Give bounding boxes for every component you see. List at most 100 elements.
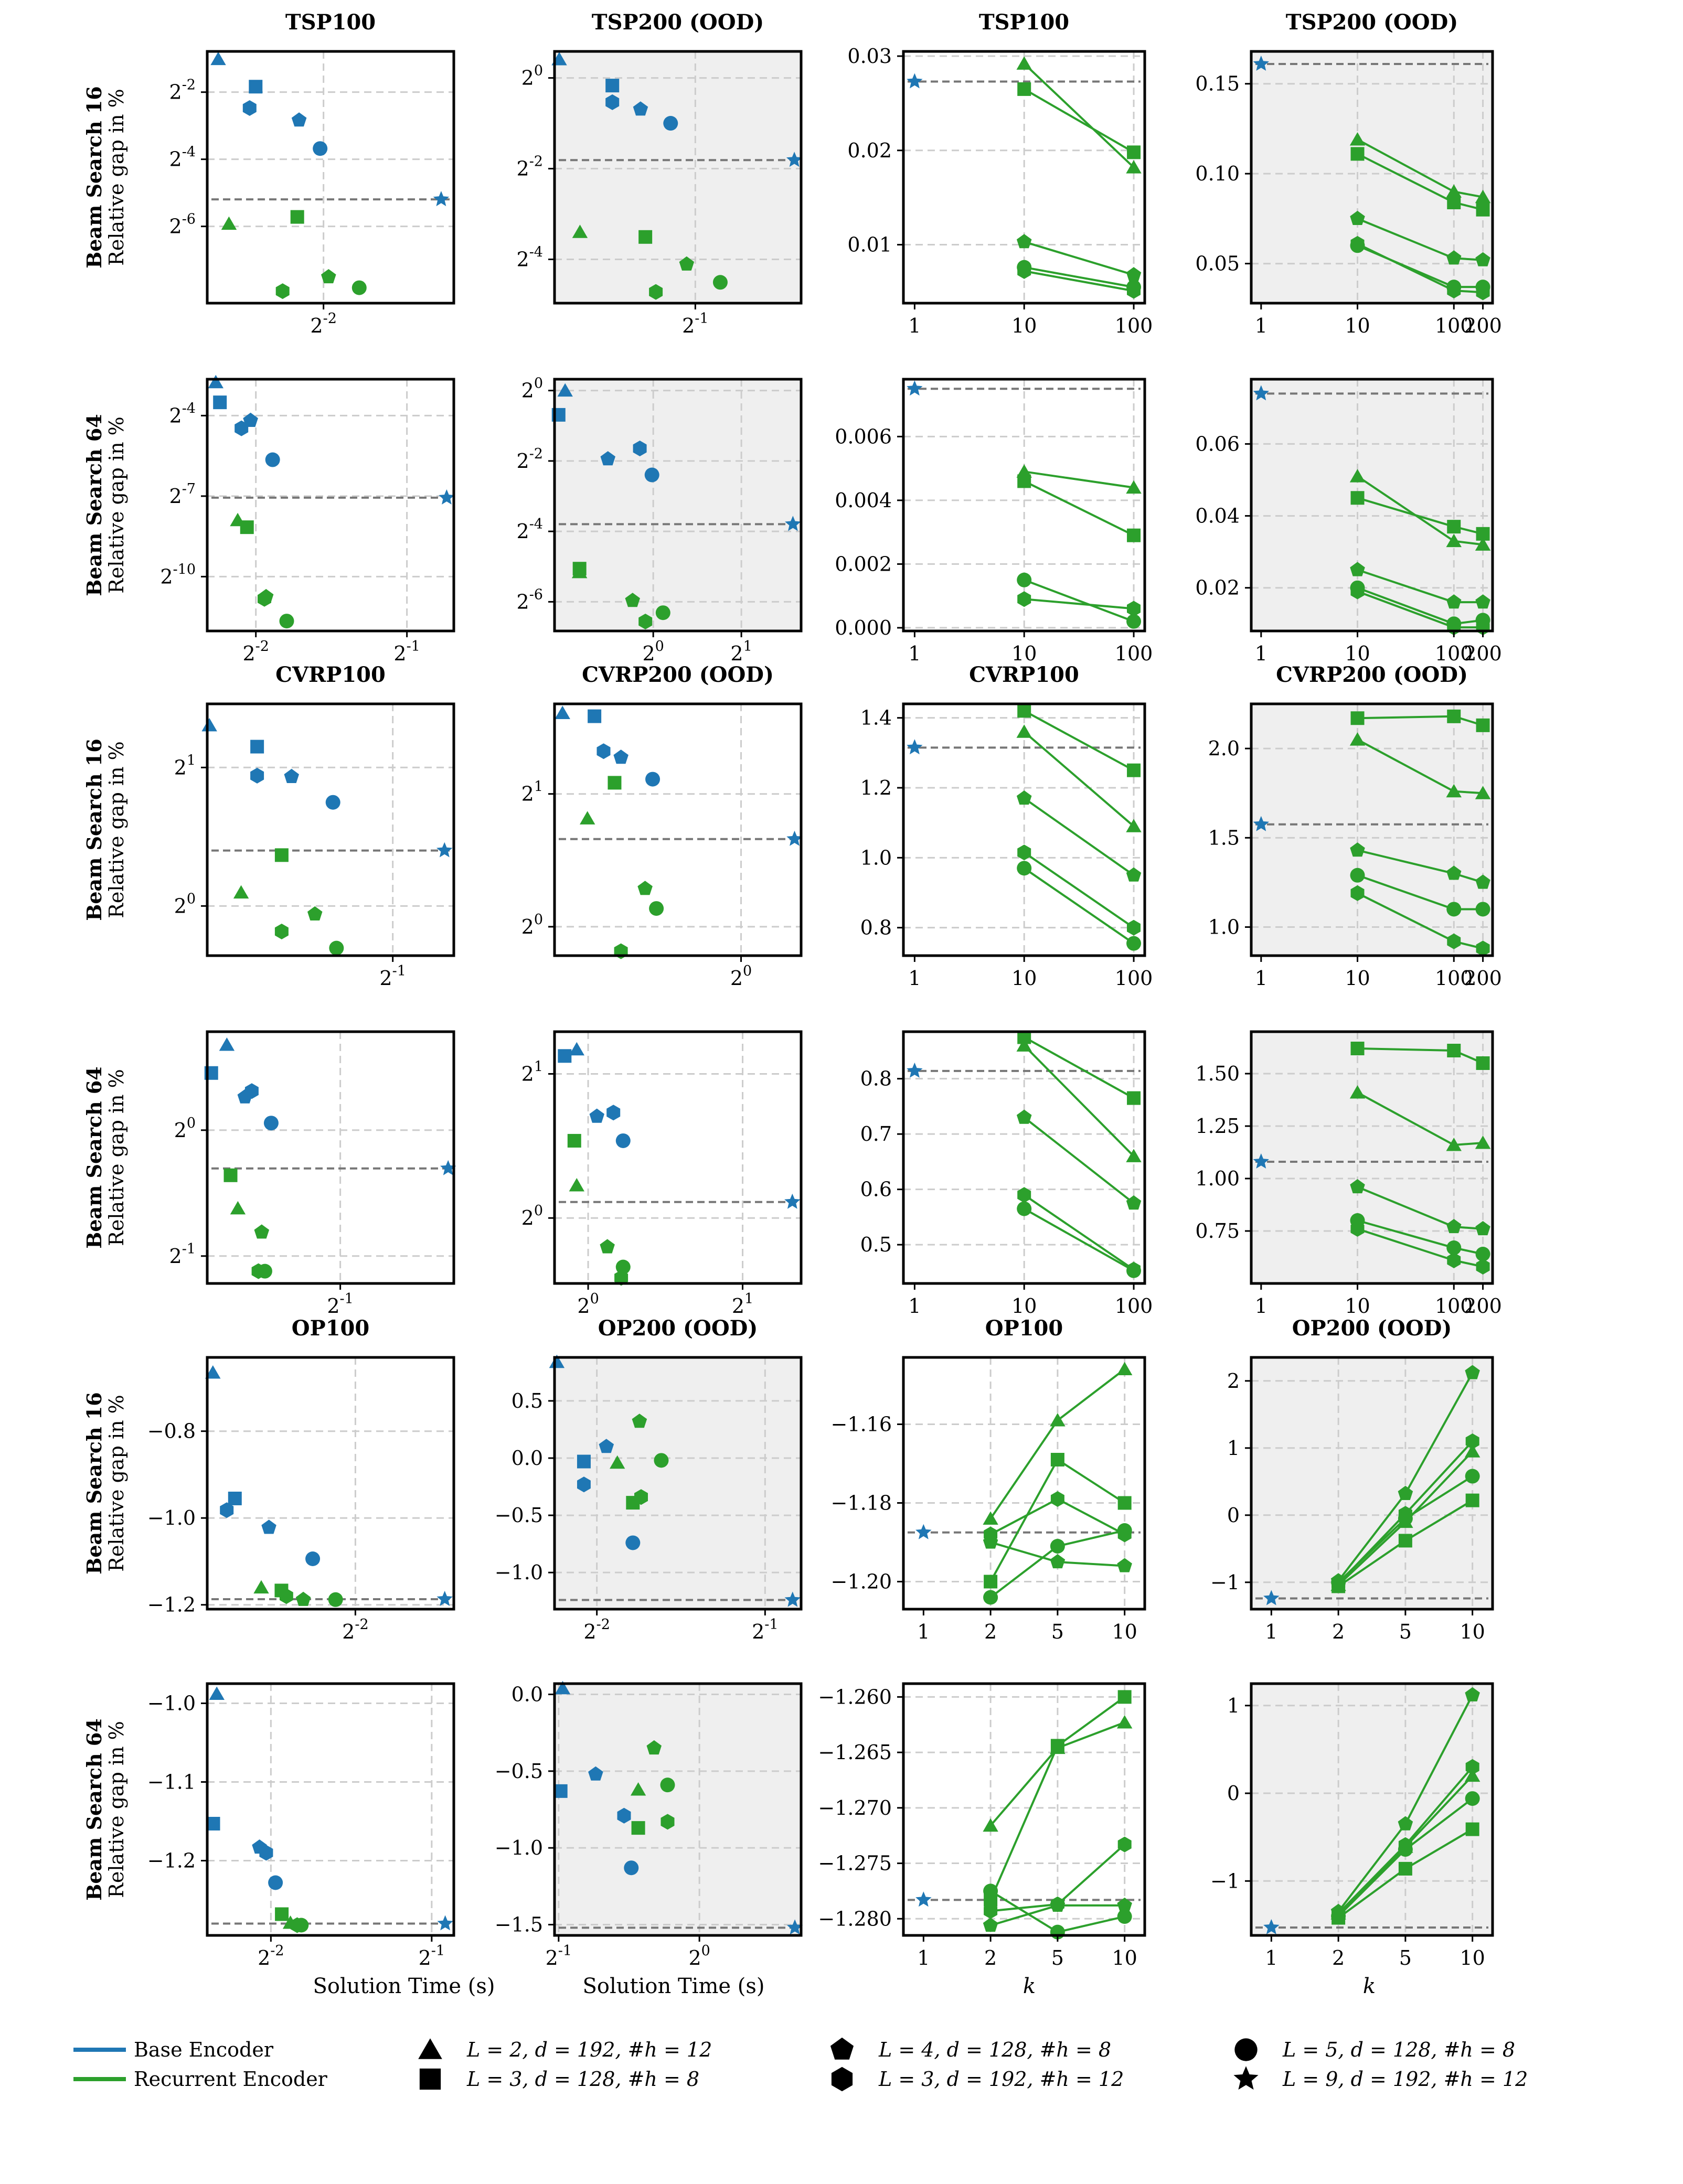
panel-19: 1 2 5 10 −1.16 −1.18 −1.20 OP100 <box>831 1316 1146 1643</box>
data-point-hexagon <box>1465 1433 1479 1449</box>
panel-11: 1 10 100 0.8 1.0 1.2 1.4 CVRP100 <box>860 662 1153 990</box>
data-point-base-circle <box>663 116 678 131</box>
data-point-square <box>1050 1739 1064 1753</box>
y-tick-label: 0.15 <box>1195 72 1240 95</box>
data-point-triangle <box>1126 1149 1142 1162</box>
panel-22: 2-1 20 0.0 −0.5 −1.0 −1.5 <box>495 1680 803 1969</box>
y-tick-label: 1.5 <box>1208 826 1240 849</box>
x-tick-label: 20 <box>642 638 664 665</box>
y-tick-label: 21 <box>521 779 543 806</box>
series-line-square <box>1024 480 1134 537</box>
data-point-recurrent-triangle <box>221 216 237 230</box>
data-point-base-hexagon <box>577 1476 591 1493</box>
data-point-base-pentagon <box>633 101 648 116</box>
x-tick-label: 1 <box>1255 314 1267 337</box>
data-point-circle <box>1117 1909 1132 1924</box>
axes-frame <box>206 702 455 957</box>
axes-frame <box>553 702 803 957</box>
x-tick-label: 2-2 <box>342 1616 369 1643</box>
data-point-base-square <box>249 80 263 94</box>
reference-star-marker <box>907 1062 923 1078</box>
data-point-triangle <box>1349 732 1366 746</box>
data-point-pentagon <box>1475 594 1490 609</box>
reference-star-marker <box>907 739 923 755</box>
data-point-base-triangle <box>208 374 223 389</box>
reference-star-marker <box>785 516 801 531</box>
y-tick-label: −1.16 <box>831 1413 892 1436</box>
y-tick-label: 21 <box>174 752 196 779</box>
data-point-recurrent-circle <box>615 1259 631 1275</box>
y-tick-label: 1.0 <box>1208 916 1240 939</box>
data-point-square <box>1350 1042 1365 1055</box>
panel-6: 20 21 20 2-2 2-4 2-6 <box>517 376 803 665</box>
reference-star-marker <box>1253 56 1269 71</box>
y-tick-label: −1.5 <box>495 1913 543 1936</box>
data-point-hexagon <box>1465 1759 1479 1775</box>
row-label-ylabel: Relative gap in % <box>105 89 128 266</box>
reference-star-marker <box>915 1524 932 1539</box>
data-point-recurrent-pentagon <box>307 906 323 920</box>
data-point-square <box>1465 1822 1479 1836</box>
y-tick-label: 2-4 <box>169 144 196 171</box>
series-line-square <box>1024 1036 1134 1099</box>
panel-title: OP200 (OOD) <box>598 1316 758 1341</box>
legend-marker-square <box>419 2068 441 2090</box>
data-point-hexagon <box>1017 591 1031 607</box>
data-point-hexagon <box>1127 919 1141 936</box>
plot-area <box>555 51 801 303</box>
x-tick-label: 2-1 <box>327 1291 354 1318</box>
data-point-pentagon <box>1446 1219 1462 1234</box>
x-tick-label: 2 <box>984 1946 997 1969</box>
data-point-triangle <box>1349 1085 1366 1099</box>
data-point-base-square <box>228 1491 242 1505</box>
x-tick-label: 5 <box>1399 1620 1412 1643</box>
x-tick-label: 200 <box>1464 967 1502 990</box>
panel-14: 20 21 21 20 <box>521 1030 803 1318</box>
y-tick-label: −1.0 <box>147 1506 196 1529</box>
plot-area <box>903 1357 1145 1609</box>
data-point-recurrent-square <box>638 230 653 244</box>
data-point-recurrent-triangle <box>610 1455 625 1469</box>
data-point-base-triangle <box>219 1037 235 1051</box>
y-tick-label: −0.5 <box>495 1504 543 1527</box>
data-point-base-triangle <box>555 705 570 719</box>
series-line-hexagon <box>1024 851 1135 929</box>
y-tick-label: −1.0 <box>495 1836 543 1859</box>
x-tick-label: 10 <box>1112 1946 1137 1969</box>
data-point-pentagon <box>1016 790 1032 805</box>
panel-5: 2-2 2-1 2-4 2-7 2-10 <box>160 374 455 665</box>
y-tick-label: −1.280 <box>818 1907 892 1930</box>
data-point-recurrent-circle <box>712 275 728 290</box>
data-point-pentagon <box>1050 1897 1066 1912</box>
reference-star-marker <box>907 73 923 89</box>
data-point-square <box>1350 711 1365 725</box>
plot-area <box>555 704 801 956</box>
y-tick-label: 20 <box>521 912 543 938</box>
data-point-recurrent-circle <box>655 605 670 620</box>
y-tick-label: 0.002 <box>835 552 892 575</box>
data-point-triangle <box>1016 56 1032 70</box>
series-line-square <box>1024 88 1134 154</box>
reference-star-marker <box>440 1160 456 1175</box>
reference-star-marker <box>437 1915 453 1931</box>
y-tick-label: 1 <box>1227 1437 1240 1460</box>
panel-24: 1 2 5 10 −1 0 1 <box>1210 1682 1494 1969</box>
x-tick-label: 100 <box>1115 967 1153 990</box>
data-point-pentagon <box>1016 234 1032 249</box>
data-point-recurrent-pentagon <box>679 256 695 271</box>
data-point-recurrent-square <box>631 1821 645 1835</box>
row-label-method: Beam Search 64 <box>82 1066 106 1249</box>
data-point-square <box>1127 145 1141 159</box>
data-point-hexagon <box>1017 844 1031 861</box>
y-tick-label: 2-6 <box>169 211 196 238</box>
reference-star-marker <box>439 489 455 505</box>
series-line-triangle <box>1023 62 1135 168</box>
data-point-pentagon <box>1398 1816 1413 1830</box>
panel-15: 1 10 100 0.5 0.6 0.7 0.8 <box>860 1030 1153 1318</box>
data-point-base-square <box>558 1049 572 1063</box>
data-point-recurrent-hexagon <box>634 1489 648 1505</box>
data-point-pentagon <box>1350 210 1365 225</box>
y-tick-label: 1.4 <box>860 706 892 730</box>
data-point-square <box>1017 474 1031 488</box>
axes-frame <box>553 1030 803 1285</box>
